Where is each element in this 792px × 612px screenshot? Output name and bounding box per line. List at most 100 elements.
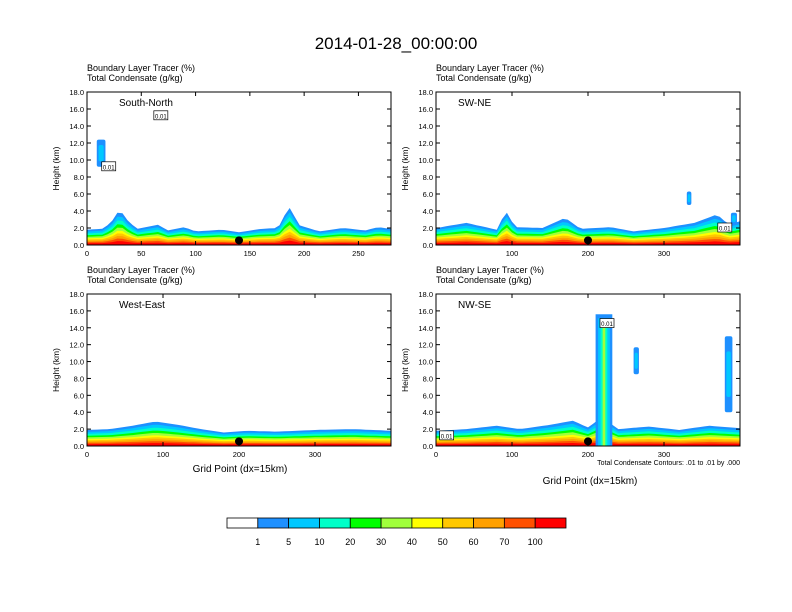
x-tick-label: 50 [137,249,145,258]
tracer-plume-core [687,194,691,203]
colorbar-swatch [288,517,320,529]
plot-frame [86,293,392,447]
y-tick-label: 6.0 [423,190,433,199]
x-tick-label: 100 [506,450,519,459]
y-tick-label: 0.0 [74,442,84,451]
colorbar-label: 10 [314,537,324,547]
colorbar-label: 20 [345,537,355,547]
panel-sw-ne: Boundary Layer Tracer (%)Total Condensat… [400,63,741,258]
x-tick-label: 250 [352,249,365,258]
tracer-plume-core [732,215,736,223]
x-axis-label-right: Grid Point (dx=15km) [543,476,638,487]
panel-west-east: Boundary Layer Tracer (%)Total Condensat… [51,265,392,459]
panel-nw-se: Boundary Layer Tracer (%)Total Condensat… [400,265,741,467]
x-axis-label-left: Grid Point (dx=15km) [193,464,288,475]
colorbar-label: 40 [407,537,417,547]
panel-subtitle: Boundary Layer Tracer (%) [436,63,544,73]
colorbar-swatch [380,517,413,529]
y-tick-label: 8.0 [423,374,433,383]
plot-frame [435,91,741,246]
colorbar-label: 70 [499,537,509,547]
y-axis-label: Height (km) [400,146,410,190]
panel-south-north: Boundary Layer Tracer (%)Total Condensat… [51,63,392,258]
colorbar-swatch [226,517,259,529]
y-tick-label: 10.0 [69,156,84,165]
x-tick-label: 200 [233,450,246,459]
y-tick-label: 8.0 [423,173,433,182]
y-tick-label: 2.0 [74,224,84,233]
x-tick-label: 300 [658,450,671,459]
colorbar-label: 5 [286,537,291,547]
colorbar-label: 60 [469,537,479,547]
x-tick-label: 0 [85,249,89,258]
panel-label: SW-NE [458,98,491,109]
contour-label-box [439,430,454,441]
y-tick-label: 12.0 [69,139,84,148]
tracer-column [602,326,606,446]
panel-label: NW-SE [458,300,491,311]
x-tick-label: 0 [85,450,89,459]
panel-label: West-East [119,300,165,311]
y-tick-label: 14.0 [418,324,433,333]
contour-label: 0.01 [155,114,167,120]
x-tick-label: 300 [309,450,322,459]
panel-subtitle: Boundary Layer Tracer (%) [436,265,544,275]
y-tick-label: 18.0 [418,88,433,97]
y-tick-label: 4.0 [423,408,433,417]
colorbar: 1 5 10 20 30 40 50 60 70 100 [226,517,567,547]
y-tick-label: 6.0 [74,391,84,400]
y-tick-label: 14.0 [69,324,84,333]
y-tick-label: 14.0 [418,122,433,131]
location-marker [235,437,243,446]
y-tick-label: 2.0 [423,425,433,434]
contour-label: 0.01 [103,165,115,171]
y-tick-label: 12.0 [418,341,433,350]
panel-subtitle: Total Condensate (g/kg) [436,73,532,83]
y-tick-label: 10.0 [418,156,433,165]
x-tick-label: 150 [244,249,257,258]
y-tick-label: 18.0 [418,290,433,299]
contour-label-box [101,161,117,172]
y-tick-label: 0.0 [74,241,84,250]
x-tick-label: 100 [189,249,202,258]
panel-subtitle: Total Condensate (g/kg) [436,275,532,285]
y-tick-label: 0.0 [423,241,433,250]
x-tick-label: 100 [506,249,519,258]
x-tick-label: 0 [434,450,438,459]
y-tick-label: 4.0 [74,408,84,417]
plot-frame [86,91,392,246]
contour-label: 0.01 [601,322,613,328]
contour-label-box [153,110,169,121]
y-tick-label: 8.0 [74,173,84,182]
colorbar-swatch [442,517,474,529]
colorbar-swatch [257,517,290,529]
y-tick-label: 18.0 [69,290,84,299]
y-axis-label: Height (km) [51,348,61,392]
colorbar-label: 100 [528,537,543,547]
figure-title: 2014-01-28_00:00:00 [315,34,478,53]
colorbar-swatch [534,517,567,529]
x-tick-label: 300 [658,249,671,258]
y-axis-label: Height (km) [400,348,410,392]
y-tick-label: 2.0 [423,224,433,233]
contour-label-box [599,318,615,328]
y-tick-label: 16.0 [69,105,84,114]
y-tick-label: 14.0 [69,122,84,131]
plot-frame [435,293,741,447]
y-tick-label: 4.0 [74,207,84,216]
tracer-plume-core [98,145,104,162]
panel-subtitle: Total Condensate (g/kg) [87,275,183,285]
location-marker [235,236,243,245]
panel-subtitle: Boundary Layer Tracer (%) [87,265,195,275]
x-tick-label: 200 [582,249,595,258]
y-tick-label: 10.0 [69,358,84,367]
y-tick-label: 2.0 [74,425,84,434]
colorbar-swatch [319,517,351,529]
x-tick-label: 200 [298,249,311,258]
y-tick-label: 16.0 [418,307,433,316]
x-tick-label: 200 [582,450,595,459]
y-tick-label: 0.0 [423,442,433,451]
colorbar-swatch [411,517,444,529]
tracer-plume-core [726,351,731,398]
colorbar-swatch [473,517,505,529]
